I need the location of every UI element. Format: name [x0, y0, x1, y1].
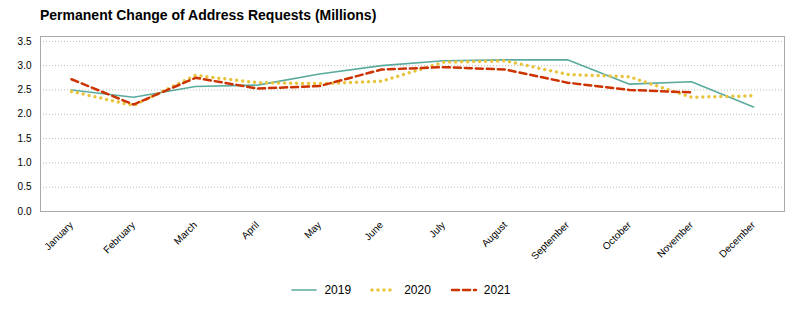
svg-text:February: February	[101, 219, 137, 255]
svg-text:2.5: 2.5	[18, 84, 32, 95]
svg-text:0.5: 0.5	[18, 181, 32, 192]
svg-text:November: November	[655, 219, 696, 260]
svg-text:May: May	[302, 219, 323, 240]
svg-text:June: June	[362, 219, 385, 242]
svg-text:3.0: 3.0	[18, 60, 32, 71]
svg-text:March: March	[172, 219, 199, 246]
svg-text:September: September	[529, 219, 572, 262]
svg-text:April: April	[239, 219, 261, 241]
svg-text:July: July	[427, 219, 447, 239]
svg-text:August: August	[479, 219, 509, 249]
html-text:Permanent Change of Address Re: Permanent Change of Address Requests (Mi…	[40, 7, 377, 23]
svg-text:January: January	[42, 219, 75, 252]
html-text:2020: 2020	[404, 283, 431, 297]
svg-text:1.5: 1.5	[18, 133, 32, 144]
svg-text:December: December	[717, 219, 758, 260]
svg-text:October: October	[600, 219, 633, 252]
svg-text:2.0: 2.0	[18, 108, 32, 119]
svg-text:1.0: 1.0	[18, 157, 32, 168]
html-text:2021: 2021	[483, 283, 511, 297]
html-text:2019: 2019	[324, 283, 352, 297]
svg-text:3.5: 3.5	[18, 36, 32, 47]
svg-text:0.0: 0.0	[18, 206, 32, 217]
